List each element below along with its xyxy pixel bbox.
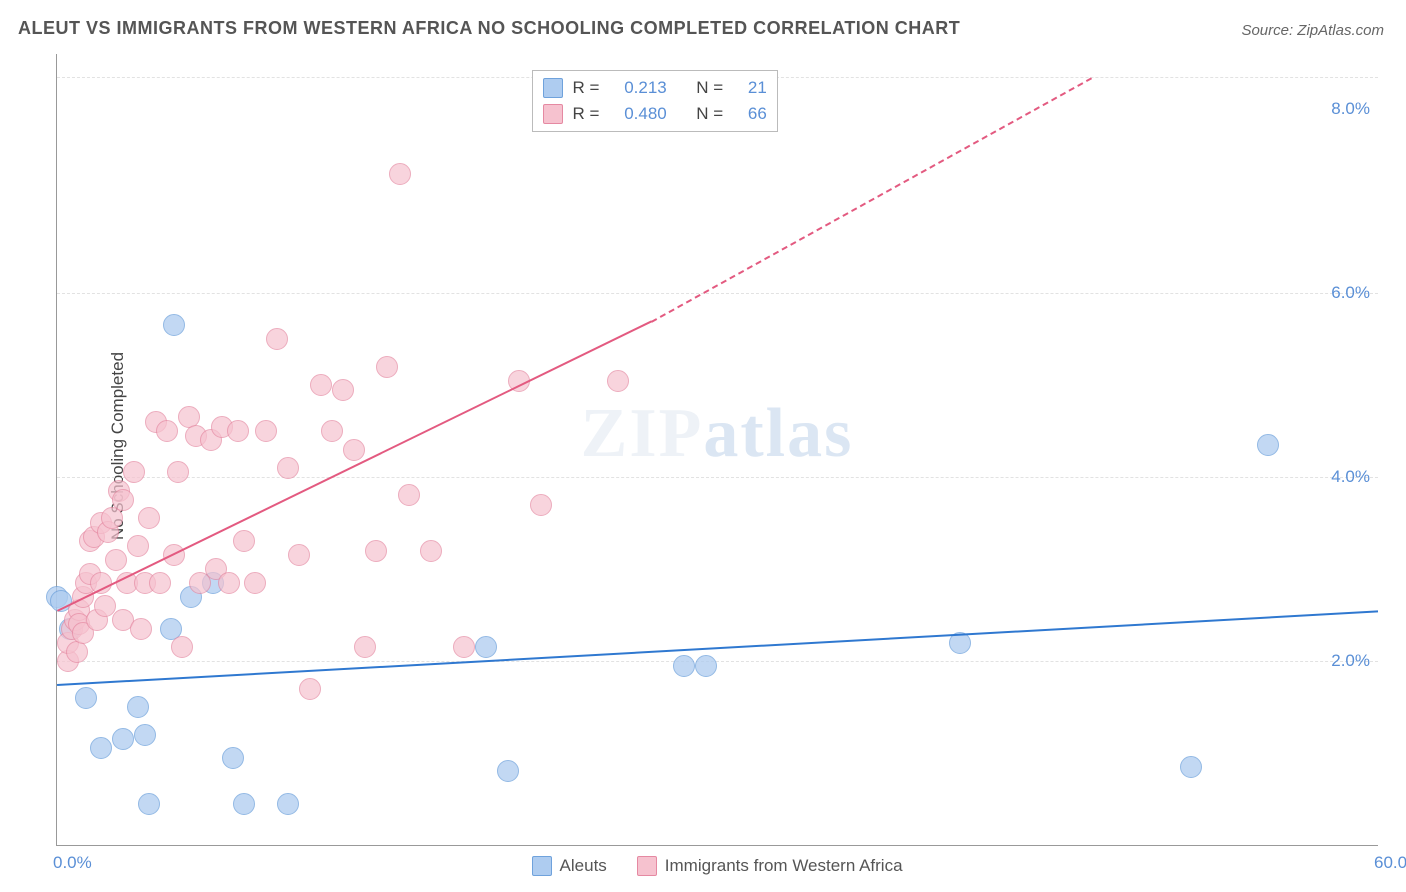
data-point [475,636,497,658]
data-point [123,461,145,483]
data-point [222,747,244,769]
gridline [57,661,1378,662]
data-point [156,420,178,442]
data-point [130,618,152,640]
plot-area: 2.0%4.0%6.0%8.0%0.0%60.0% ZIPatlas R = 0… [56,54,1378,846]
data-point [163,314,185,336]
data-point [75,687,97,709]
data-point [244,572,266,594]
data-point [149,572,171,594]
data-point [398,484,420,506]
x-tick-label: 0.0% [53,853,92,873]
data-point [277,457,299,479]
data-point [1257,434,1279,456]
data-point [607,370,629,392]
data-point [453,636,475,658]
series-legend: Aleuts Immigrants from Western Africa [532,856,903,876]
data-point [321,420,343,442]
data-point [233,793,255,815]
data-point [255,420,277,442]
data-point [420,540,442,562]
trend-line [57,321,652,613]
legend-row: R = 0.213 N = 21 [543,75,767,101]
source-label: Source: ZipAtlas.com [1241,22,1384,39]
data-point [288,544,310,566]
data-point [233,530,255,552]
legend-row: R = 0.480 N = 66 [543,101,767,127]
data-point [218,572,240,594]
correlation-legend: R = 0.213 N = 21R = 0.480 N = 66 [532,70,778,132]
data-point [90,737,112,759]
data-point [695,655,717,677]
data-point [389,163,411,185]
data-point [227,420,249,442]
data-point [266,328,288,350]
legend-item: Immigrants from Western Africa [637,856,903,876]
legend-item: Aleuts [532,856,607,876]
y-tick-label: 8.0% [1331,99,1370,119]
data-point [354,636,376,658]
data-point [343,439,365,461]
y-tick-label: 4.0% [1331,467,1370,487]
data-point [167,461,189,483]
data-point [138,507,160,529]
data-point [112,728,134,750]
data-point [277,793,299,815]
gridline [57,293,1378,294]
data-point [127,535,149,557]
data-point [332,379,354,401]
y-tick-label: 6.0% [1331,283,1370,303]
data-point [310,374,332,396]
data-point [127,696,149,718]
data-point [105,549,127,571]
data-point [134,724,156,746]
y-tick-label: 2.0% [1331,651,1370,671]
data-point [497,760,519,782]
data-point [673,655,695,677]
data-point [530,494,552,516]
data-point [365,540,387,562]
chart-container: ALEUT VS IMMIGRANTS FROM WESTERN AFRICA … [0,0,1406,892]
gridline [57,477,1378,478]
data-point [1180,756,1202,778]
data-point [112,489,134,511]
data-point [171,636,193,658]
data-point [138,793,160,815]
data-point [376,356,398,378]
trend-line [57,610,1378,686]
x-tick-label: 60.0% [1374,853,1406,873]
chart-title: ALEUT VS IMMIGRANTS FROM WESTERN AFRICA … [18,18,960,39]
data-point [299,678,321,700]
